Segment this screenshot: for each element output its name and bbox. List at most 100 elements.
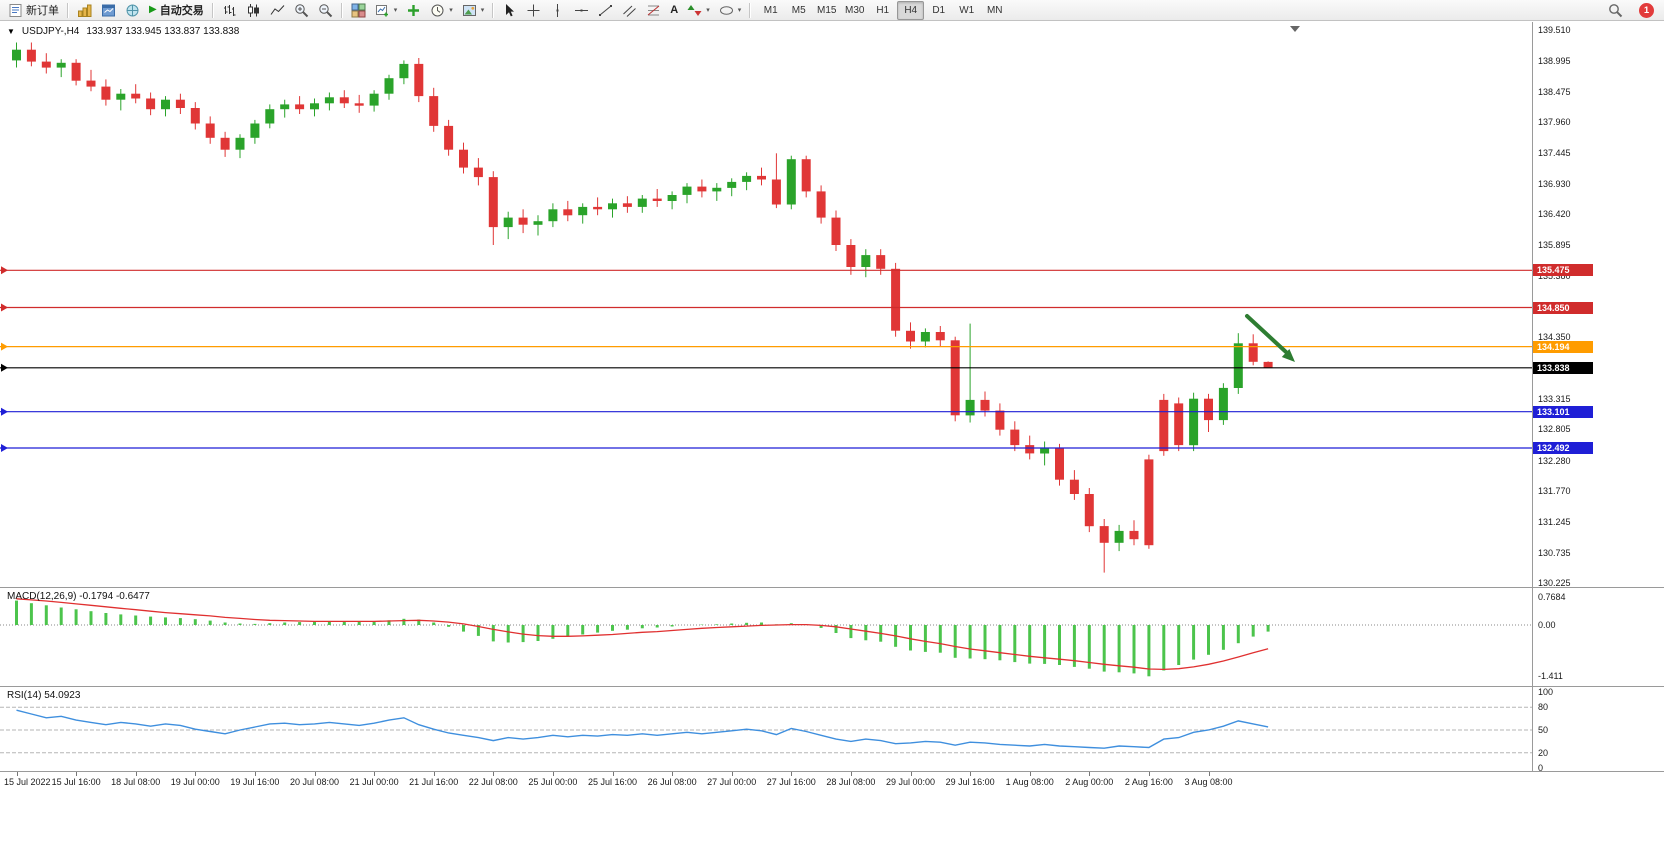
macd-axis: 0.7684 0.00 -1.411 — [1533, 589, 1664, 686]
time-axis-tick — [16, 772, 18, 776]
data-window-icon — [102, 4, 115, 16]
time-axis-label: 19 Jul 16:00 — [230, 777, 280, 787]
timeframe-m1-button[interactable]: M1 — [757, 1, 784, 20]
cursor-tool-button[interactable] — [498, 1, 521, 20]
candle-body — [384, 78, 394, 94]
candle-body — [295, 104, 305, 110]
templates-button[interactable]: ▾ — [458, 1, 489, 20]
rsi-panel[interactable]: RSI(14) 54.0923 — [0, 688, 1532, 771]
panel-splitter[interactable] — [0, 686, 1664, 687]
time-axis-label: 2 Aug 16:00 — [1124, 777, 1173, 787]
price-axis[interactable]: 139.510 138.995 138.475 137.960 137.445 136.9… — [1533, 22, 1664, 588]
time-axis[interactable]: 15 Jul 2022 15 Jul 16:00 18 Jul 08:00 19 Ju… — [0, 772, 1664, 792]
macd-chart — [0, 598, 1532, 677]
time-axis-label: 21 Jul 00:00 — [349, 777, 399, 787]
candle-body — [950, 340, 960, 416]
navigator-button[interactable] — [121, 1, 144, 20]
macd-panel[interactable]: MACD(12,26,9) -0.1794 -0.6477 — [0, 589, 1532, 686]
candle-body — [354, 103, 364, 106]
candle-body — [26, 49, 36, 62]
time-axis-label: 3 Aug 08:00 — [1184, 777, 1233, 787]
chart-shift-marker[interactable] — [1290, 26, 1300, 32]
chart-ohlc: 133.937 133.945 133.837 133.838 — [86, 26, 240, 37]
price-level-badge: 134.850 — [1533, 301, 1593, 314]
notification-badge[interactable]: 1 — [1639, 2, 1654, 18]
timeframe-h1-button[interactable]: H1 — [869, 1, 896, 20]
zoom-out-button[interactable] — [314, 1, 337, 20]
trendline-tool-button[interactable] — [594, 1, 617, 20]
text-tool-button[interactable]: A — [666, 1, 682, 20]
candlestick-mode-button[interactable] — [242, 1, 265, 20]
rsi-line — [16, 709, 1269, 749]
candle-body — [459, 149, 468, 168]
rsi-label: RSI(14) 54.0923 — [7, 690, 81, 701]
candle-body — [339, 97, 349, 104]
indicators-icon — [408, 4, 420, 16]
line-chart-icon — [270, 4, 285, 15]
arrow-annotation-head[interactable] — [1281, 349, 1295, 362]
line-chart-mode-button[interactable] — [266, 1, 289, 20]
candle-body — [429, 96, 439, 126]
candle-body — [965, 399, 975, 416]
time-axis-tick — [314, 772, 316, 776]
timeframe-m15-button[interactable]: M15 — [813, 1, 840, 20]
horizontal-line-icon — [575, 9, 589, 11]
candle-body — [593, 206, 603, 210]
price-axis-label: 138.475 — [1538, 86, 1571, 97]
timeframe-m5-button[interactable]: M5 — [785, 1, 812, 20]
timeframe-d1-button[interactable]: D1 — [925, 1, 952, 20]
candle-body — [876, 255, 886, 269]
panel-splitter[interactable] — [0, 587, 1664, 588]
candle-body — [250, 123, 260, 138]
trendline-icon — [599, 4, 613, 16]
new-order-button[interactable]: 新订单 — [4, 1, 63, 20]
main-chart-panel[interactable]: ▼ USDJPY-,H4 133.937 133.945 133.837 133… — [0, 22, 1532, 587]
candle-body — [131, 93, 141, 99]
autotrading-button[interactable]: ▶ 自动交易 — [145, 1, 208, 20]
tile-windows-button[interactable] — [347, 1, 370, 20]
chart-title-overlay: ▼ USDJPY-,H4 133.937 133.945 133.837 133… — [7, 26, 239, 37]
time-axis-tick — [433, 772, 435, 776]
rsi-axis-label: 20 — [1538, 747, 1549, 758]
vertical-line-tool-button[interactable] — [546, 1, 569, 20]
crosshair-tool-button[interactable] — [522, 1, 545, 20]
candlestick-chart[interactable] — [0, 22, 1532, 587]
candle-body — [235, 137, 245, 150]
candle-body — [488, 177, 498, 228]
fibonacci-tool-button[interactable] — [642, 1, 665, 20]
timeframe-h4-button[interactable]: H4 — [897, 0, 925, 20]
candle-body — [399, 63, 409, 79]
candle-body — [1129, 530, 1139, 540]
candle-body — [220, 137, 230, 150]
crosshair-icon — [527, 4, 540, 16]
toolbar-separator — [492, 2, 495, 18]
candle-body — [101, 86, 111, 100]
new-chart-button[interactable]: ▾ — [371, 1, 402, 20]
timeframe-w1-button[interactable]: W1 — [953, 1, 980, 20]
timeframe-m30-button[interactable]: M30 — [841, 1, 868, 20]
candle-body — [190, 108, 200, 124]
candle-body — [1084, 494, 1094, 527]
channel-tool-button[interactable] — [618, 1, 641, 20]
bar-chart-icon — [223, 4, 236, 16]
time-axis-label: 20 Jul 08:00 — [289, 777, 340, 787]
shapes-tool-button[interactable]: ▾ — [715, 1, 746, 20]
horizontal-line-tool-button[interactable] — [570, 1, 593, 20]
indicators-button[interactable] — [402, 1, 425, 20]
arrow-annotation[interactable] — [1245, 314, 1288, 354]
one-click-trading-icon[interactable]: ▼ — [7, 27, 15, 36]
time-axis-label: 25 Jul 00:00 — [528, 777, 578, 787]
timeframe-mn-button[interactable]: MN — [981, 1, 1008, 20]
time-axis-tick — [1089, 772, 1091, 776]
time-axis-tick — [76, 772, 78, 776]
search-button[interactable] — [1604, 1, 1627, 20]
periods-button[interactable]: ▾ — [426, 1, 457, 20]
time-axis-tick — [195, 772, 197, 776]
candle-body — [86, 80, 96, 87]
bar-chart-mode-button[interactable] — [218, 1, 241, 20]
zoom-in-button[interactable] — [290, 1, 313, 20]
arrows-tool-button[interactable]: ▾ — [683, 1, 714, 20]
data-window-button[interactable] — [97, 1, 120, 20]
time-axis-label: 29 Jul 00:00 — [885, 777, 936, 787]
market-watch-button[interactable] — [73, 1, 96, 20]
